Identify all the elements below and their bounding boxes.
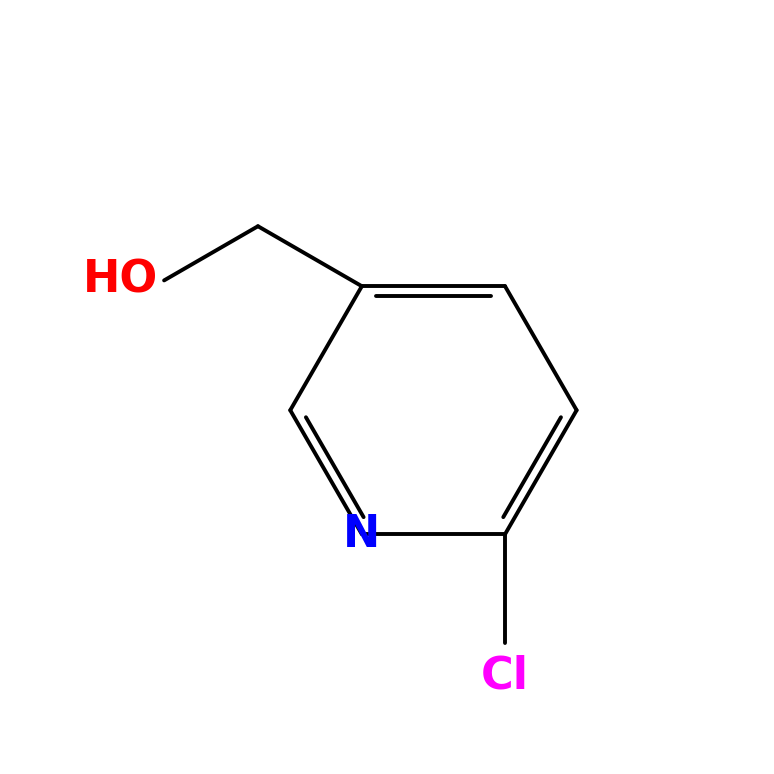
Text: HO: HO (83, 259, 158, 302)
Text: N: N (343, 512, 381, 556)
Text: Cl: Cl (481, 654, 529, 697)
